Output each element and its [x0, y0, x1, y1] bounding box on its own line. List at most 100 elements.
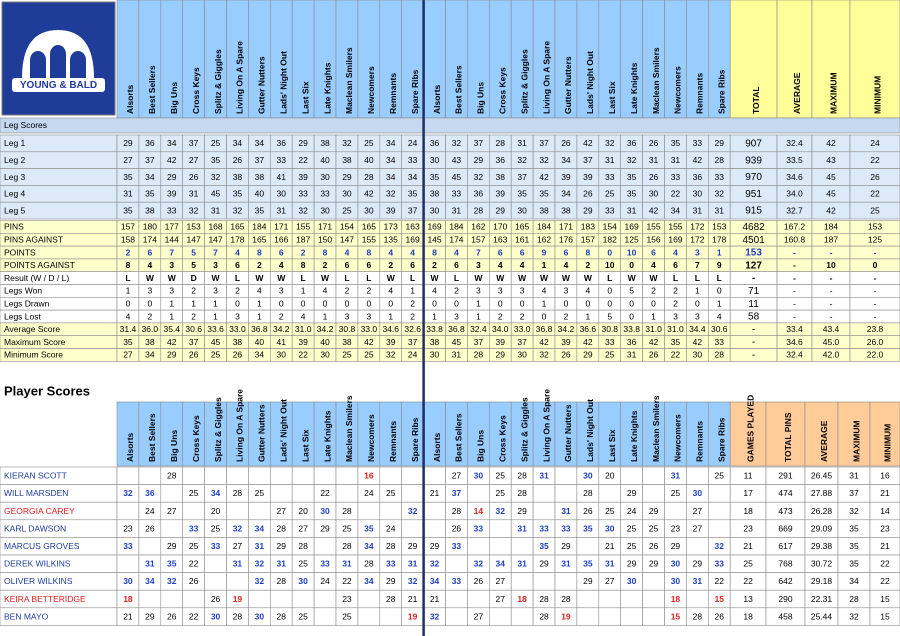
- cell: [532, 501, 556, 521]
- cell-text: 1: [410, 286, 415, 296]
- cell-text: W: [628, 273, 637, 283]
- cell-text: 1: [169, 311, 174, 321]
- cell-text: 18: [123, 594, 133, 604]
- stat-text: 18: [743, 506, 753, 516]
- player-name: GEORGIA CAREY: [4, 506, 75, 516]
- cell-text: 33: [605, 205, 615, 215]
- stat-text: 23: [880, 523, 890, 533]
- cell-text: 26: [649, 138, 659, 148]
- cell-text: 33: [715, 559, 725, 569]
- cell-text: 177: [165, 222, 179, 232]
- cell-text: 25: [605, 350, 615, 360]
- cell-text: W: [277, 273, 286, 283]
- cell-text: 2: [673, 286, 678, 296]
- cell-text: 31: [693, 576, 703, 586]
- stat-text: 29.09: [811, 523, 833, 533]
- cell-text: 35: [123, 205, 133, 215]
- cell-text: 32: [496, 506, 506, 516]
- cell-text: 30.6: [185, 324, 202, 334]
- player-name: WILL MARSDEN: [4, 488, 68, 498]
- summary-text: -: [830, 247, 833, 257]
- cell-text: 28: [539, 611, 549, 621]
- row-label: Legs Drawn: [4, 298, 50, 308]
- stat-text: 25: [743, 559, 753, 569]
- cell: [401, 519, 424, 538]
- cell-text: 26: [189, 350, 199, 360]
- cell-text: 1: [191, 298, 196, 308]
- cell-text: 183: [581, 222, 595, 232]
- cell-text: 30: [693, 488, 703, 498]
- section-title: Player Scores: [4, 383, 90, 398]
- summary-text: -: [874, 298, 877, 308]
- cell-text: 35: [430, 172, 440, 182]
- cell-text: 3: [366, 311, 371, 321]
- cell-text: 22: [189, 559, 199, 569]
- cell-text: 0: [629, 298, 634, 308]
- column-header: Best Sellers: [147, 65, 157, 114]
- cell-text: 158: [121, 234, 135, 244]
- cell-text: 23: [671, 523, 681, 533]
- stat-text: 15: [880, 594, 890, 604]
- cell-text: 38: [320, 138, 330, 148]
- cell-text: 38: [145, 205, 155, 215]
- cell-text: 31: [452, 350, 462, 360]
- cell-text: 0: [607, 286, 612, 296]
- cell-text: 2: [410, 298, 415, 308]
- cell-text: 6: [147, 247, 152, 257]
- cell-text: 171: [318, 222, 332, 232]
- cell-text: 34: [255, 523, 265, 533]
- cell-text: 187: [296, 234, 310, 244]
- cell-text: 0: [607, 298, 612, 308]
- cell-text: 31: [627, 205, 637, 215]
- player-name: KARL DAWSON: [4, 523, 66, 533]
- summary-text: 187: [824, 234, 838, 244]
- summary-text: 0: [873, 260, 878, 270]
- cell-text: 29: [583, 205, 593, 215]
- cell-text: 32.6: [404, 324, 421, 334]
- cell-text: L: [673, 273, 678, 283]
- cell: [313, 537, 337, 556]
- summary-text: 45: [826, 189, 836, 199]
- cell-text: 36.6: [580, 324, 597, 334]
- cell-text: L: [301, 273, 306, 283]
- cell-text: 31: [649, 155, 659, 165]
- cell-text: 163: [493, 234, 507, 244]
- cell: [532, 572, 556, 591]
- summary-text: 22.0: [867, 350, 884, 360]
- summary-text: 26: [870, 172, 880, 182]
- cell-text: 39: [561, 337, 571, 347]
- cell-text: 157: [471, 234, 485, 244]
- summary-text: -: [752, 324, 755, 335]
- cell-text: 28: [386, 541, 396, 551]
- cell-text: 3: [673, 311, 678, 321]
- cell-text: 27: [496, 594, 506, 604]
- stat-text: 18: [743, 611, 753, 621]
- cell-text: 1: [717, 298, 722, 308]
- cell-text: 29: [517, 506, 527, 516]
- cell-text: 28: [693, 611, 703, 621]
- cell-text: 30: [320, 506, 330, 516]
- summary-text: -: [793, 247, 796, 257]
- cell-text: 20: [211, 506, 221, 516]
- cell-text: L: [410, 273, 415, 283]
- cell-text: 35: [627, 172, 637, 182]
- cell: [554, 572, 578, 591]
- summary-text: 22: [870, 155, 880, 165]
- cell-text: 26: [167, 611, 177, 621]
- cell-text: 166: [274, 234, 288, 244]
- cell-text: 0: [520, 298, 525, 308]
- cell-text: 2: [585, 260, 590, 270]
- cell-text: 35: [671, 138, 681, 148]
- cell-text: 0: [629, 311, 634, 321]
- cell-text: 8: [301, 260, 306, 270]
- column-header: Spare Ribs: [410, 69, 420, 114]
- cell-text: 32: [123, 488, 133, 498]
- cell-text: 32: [539, 155, 549, 165]
- cell-text: 31: [342, 559, 352, 569]
- cell-text: 33: [452, 576, 462, 586]
- stat-text: 11: [744, 471, 753, 481]
- cell-text: 29: [145, 611, 155, 621]
- cell-text: 25: [342, 523, 352, 533]
- column-header: Alsorts: [125, 84, 135, 114]
